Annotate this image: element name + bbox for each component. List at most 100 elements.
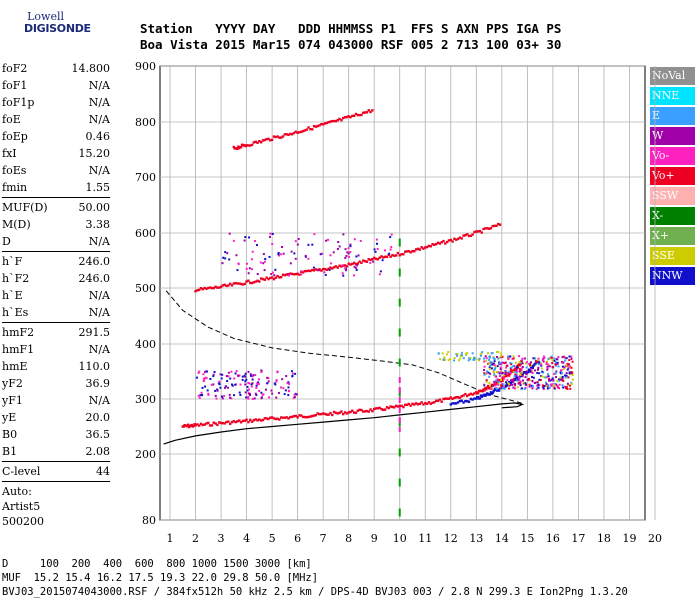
oblique-echo-point — [200, 391, 203, 394]
trace-point — [311, 414, 314, 418]
spread-f-echo-point — [499, 363, 502, 366]
multiple-echo-scatter-point — [248, 267, 251, 270]
trace-point — [280, 275, 283, 279]
trace-point — [458, 399, 462, 403]
trace-point — [269, 139, 272, 142]
trace-point — [391, 254, 394, 257]
lowell-digisonde-logo: Lowell DIGISONDE — [12, 8, 132, 42]
multiple-echo-scatter-point — [381, 259, 384, 262]
spread-f-echo-point — [543, 376, 546, 379]
spread-f-echo-point — [499, 366, 502, 369]
trace-point — [465, 399, 469, 403]
spread-f-echo-point — [520, 369, 523, 372]
multiple-echo-scatter-point — [341, 264, 344, 267]
legend-item-ssw: SSW — [650, 187, 695, 205]
sse-echo-point — [492, 356, 495, 359]
trace-point — [269, 416, 272, 419]
spread-f-echo-point — [541, 385, 544, 388]
multiple-echo-scatter-point — [344, 248, 347, 251]
oblique-echo-point — [197, 371, 200, 374]
trace-point — [424, 402, 427, 405]
oblique-echo-point — [234, 383, 237, 386]
spread-f-echo-point — [507, 387, 510, 390]
oblique-echo-point — [224, 385, 227, 388]
trace-point — [210, 286, 214, 290]
oblique-echo-point — [244, 380, 247, 383]
x-tick-label: 6 — [294, 532, 301, 545]
param-row: h`Es N/A — [2, 304, 110, 321]
oblique-echo-point — [204, 376, 207, 379]
spread-f-echo-point — [505, 366, 508, 369]
trace-point — [444, 397, 447, 400]
param-row: D N/A — [2, 233, 110, 250]
spread-f-echo-point — [551, 362, 554, 365]
trace-point — [190, 423, 194, 427]
oblique-echo-point — [214, 394, 217, 397]
trace-point — [413, 403, 416, 406]
trace-point — [382, 408, 385, 412]
trace-point — [320, 123, 323, 126]
trace-point — [336, 266, 339, 269]
spread-f-echo-point — [531, 372, 534, 375]
trace-point — [462, 394, 465, 397]
param-separator — [2, 461, 110, 462]
trace-point — [518, 364, 522, 367]
trace-point — [232, 145, 236, 149]
trace-point — [236, 147, 239, 151]
multiple-echo-scatter-point — [271, 243, 274, 246]
sse-echo-point — [468, 357, 471, 360]
trace-point — [409, 404, 412, 407]
trace-point — [199, 286, 203, 290]
trace-point — [205, 422, 208, 425]
sse-echo-point — [464, 353, 467, 356]
trace-point — [376, 407, 380, 410]
electron-density-profile-curve — [163, 402, 525, 445]
multiple-echo-scatter-point — [222, 256, 225, 259]
spread-f-echo-point — [567, 376, 570, 379]
oblique-echo-point — [267, 376, 270, 379]
param-name: B1 — [2, 445, 18, 458]
spread-f-echo-point — [520, 367, 523, 370]
multiple-echo-scatter-point — [263, 260, 266, 263]
multiple-echo-scatter-point — [372, 260, 375, 263]
trace-point — [309, 269, 312, 273]
oblique-echo-point — [274, 383, 277, 386]
trace-point — [274, 135, 277, 139]
oblique-echo-point — [293, 393, 296, 396]
param-row: h`E N/A — [2, 287, 110, 304]
oblique-echo-point — [239, 393, 242, 396]
spread-f-echo-point — [536, 384, 539, 387]
spread-f-echo-point — [540, 362, 543, 365]
oblique-echo-point — [218, 380, 221, 383]
trace-point — [487, 227, 491, 230]
multiple-echo-scatter-point — [347, 252, 350, 255]
oblique-echo-point — [290, 370, 293, 373]
spread-f-echo-point — [498, 360, 501, 363]
trace-point — [385, 406, 389, 409]
trace-point — [367, 410, 370, 413]
trace-point — [254, 140, 257, 143]
multiple-echo-scatter-point — [311, 243, 314, 246]
trace-point — [263, 278, 267, 281]
spread-f-echo-point — [486, 370, 489, 373]
spread-f-echo-point — [571, 374, 574, 377]
auto-label: Auto: — [2, 485, 32, 498]
spread-f-echo-point — [570, 357, 573, 360]
spread-f-echo-point — [538, 384, 541, 387]
trace-point — [278, 276, 281, 279]
trace-point — [218, 421, 221, 424]
oblique-echo-point — [241, 375, 244, 378]
trace-point — [289, 415, 292, 419]
trace-point — [232, 420, 236, 423]
multiple-echo-scatter-point — [388, 252, 391, 255]
multiple-echo-scatter-point — [287, 274, 290, 277]
spread-f-echo-point — [565, 374, 568, 377]
spread-f-echo-point — [536, 361, 539, 364]
multiple-echo-scatter-point — [269, 232, 272, 235]
trace-point — [398, 254, 401, 257]
spread-f-echo-point — [511, 383, 514, 386]
trace-point — [201, 423, 205, 427]
trace-point — [311, 128, 314, 131]
trace-point — [249, 144, 252, 147]
trace-point — [484, 227, 487, 230]
